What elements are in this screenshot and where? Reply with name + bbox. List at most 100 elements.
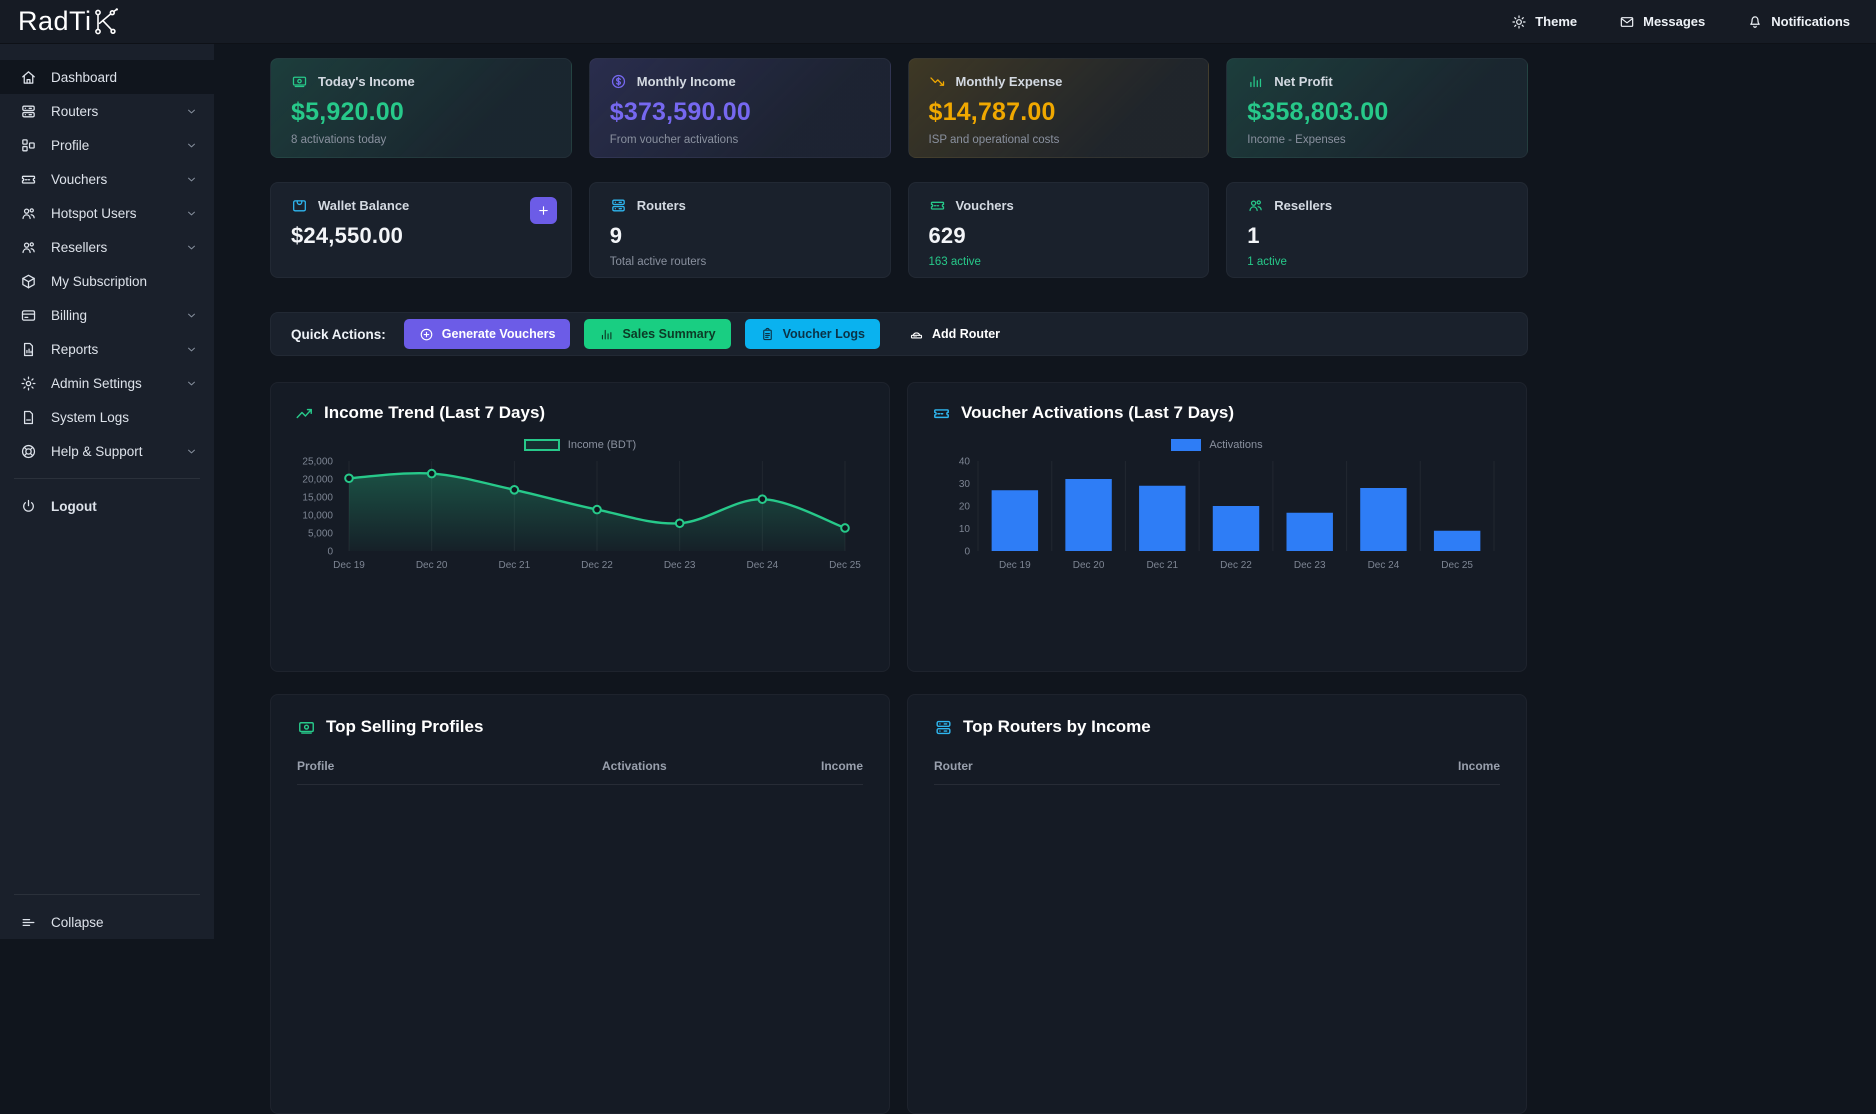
ticket-icon (929, 197, 946, 214)
quick-action-label: Voucher Logs (783, 327, 865, 341)
summary-card-title: Resellers (1274, 198, 1332, 213)
chart-legend[interactable]: Income (BDT) (295, 439, 865, 451)
sidebar-item-label: Resellers (51, 240, 107, 255)
table-column-income: Income (1458, 759, 1500, 773)
summary-card-value: 9 (610, 223, 870, 249)
svg-text:Dec 21: Dec 21 (1146, 560, 1178, 571)
sidebar-item-dashboard[interactable]: Dashboard (0, 60, 214, 94)
chart-legend[interactable]: Activations (932, 439, 1502, 451)
sidebar-item-label: Routers (51, 104, 98, 119)
chevron-down-icon (185, 105, 198, 118)
legend-label: Activations (1209, 439, 1262, 451)
svg-text:Dec 22: Dec 22 (581, 560, 613, 571)
sidebar-item-label: Profile (51, 138, 89, 153)
sidebar-collapse-button[interactable]: Collapse (0, 905, 214, 939)
svg-text:0: 0 (327, 547, 333, 558)
plus-icon (536, 203, 551, 218)
summary-card-subtitle: 1 active (1247, 256, 1507, 268)
sidebar-item-reports[interactable]: Reports (0, 332, 214, 366)
users-icon (20, 205, 37, 222)
theme-button[interactable]: Theme (1511, 14, 1577, 30)
sales-summary-button[interactable]: Sales Summary (584, 319, 730, 349)
wallet-topup-button[interactable] (530, 197, 557, 224)
summary-card-title: Wallet Balance (318, 198, 409, 213)
stat-card-value: $358,803.00 (1247, 98, 1507, 127)
sidebar-bottom: Collapse (0, 884, 214, 939)
chevron-down-icon (185, 139, 198, 152)
sidebar-item-admin-settings[interactable]: Admin Settings (0, 366, 214, 400)
logo-k-network-icon (93, 7, 120, 37)
gear-icon (20, 375, 37, 392)
chart-title-text: Voucher Activations (Last 7 Days) (961, 403, 1234, 423)
svg-text:Dec 20: Dec 20 (1073, 560, 1105, 571)
summary-card-header: Vouchers (929, 197, 1189, 214)
generate-vouchers-button[interactable]: Generate Vouchers (404, 319, 571, 349)
stat-card-monthly-expense: Monthly Expense $14,787.00 ISP and operati… (908, 58, 1210, 158)
sidebar-item-label: Reports (51, 342, 98, 357)
sidebar-item-resellers[interactable]: Resellers (0, 230, 214, 264)
stat-card-title: Today's Income (318, 74, 415, 89)
app-logo-text: RadTi (18, 6, 92, 37)
sidebar-item-label: Dashboard (51, 70, 117, 85)
ticket-icon (20, 171, 37, 188)
chart-title: Voucher Activations (Last 7 Days) (932, 403, 1502, 423)
sidebar-item-hotspot-users[interactable]: Hotspot Users (0, 196, 214, 230)
svg-text:25,000: 25,000 (302, 457, 333, 468)
summary-card-value: 629 (929, 223, 1189, 249)
chevron-down-icon (185, 173, 198, 186)
sidebar-item-label: Admin Settings (51, 376, 142, 391)
legend-label: Income (BDT) (568, 439, 636, 451)
svg-text:Dec 24: Dec 24 (746, 560, 778, 571)
table-title-text: Top Selling Profiles (326, 717, 483, 737)
sidebar-item-billing[interactable]: Billing (0, 298, 214, 332)
chevron-down-icon (185, 445, 198, 458)
messages-button[interactable]: Messages (1619, 14, 1705, 30)
add-router-button[interactable]: Add Router (894, 319, 1015, 349)
sidebar-item-profile[interactable]: Profile (0, 128, 214, 162)
sidebar-item-system-logs[interactable]: System Logs (0, 400, 214, 434)
summary-card-vouchers: Vouchers 629 163 active (908, 182, 1210, 278)
quick-action-label: Generate Vouchers (442, 327, 556, 341)
notifications-button[interactable]: Notifications (1747, 14, 1850, 30)
theme-label: Theme (1535, 14, 1577, 29)
bar-chart-icon (1247, 73, 1264, 90)
sidebar-logout-button[interactable]: Logout (0, 489, 214, 523)
svg-text:Dec 25: Dec 25 (1441, 560, 1473, 571)
svg-text:0: 0 (964, 547, 970, 558)
sidebar-item-vouchers[interactable]: Vouchers (0, 162, 214, 196)
table-column-profile: Profile (297, 759, 602, 773)
router-icon (909, 327, 924, 342)
stat-card-title: Monthly Income (637, 74, 736, 89)
cash-icon (297, 718, 316, 737)
stat-card-header: Today's Income (291, 73, 551, 90)
sidebar-item-my-subscription[interactable]: My Subscription (0, 264, 214, 298)
stat-card-value: $14,787.00 (929, 98, 1189, 127)
svg-text:30: 30 (959, 479, 971, 490)
sidebar-item-routers[interactable]: Routers (0, 94, 214, 128)
svg-text:10: 10 (959, 524, 971, 535)
sidebar-item-help-support[interactable]: Help & Support (0, 434, 214, 468)
users-icon (20, 239, 37, 256)
voucher-icon (932, 404, 951, 423)
stat-card-subtitle: ISP and operational costs (929, 134, 1189, 146)
stat-card-subtitle: 8 activations today (291, 134, 551, 146)
summary-card-header: Resellers (1247, 197, 1507, 214)
stat-card-header: Monthly Expense (929, 73, 1189, 90)
trend-down-icon (929, 73, 946, 90)
summary-card-header: Wallet Balance (291, 197, 551, 214)
summary-card-subtitle: 163 active (929, 256, 1189, 268)
file-icon (20, 409, 37, 426)
legend-swatch (1171, 439, 1201, 451)
voucher-logs-button[interactable]: Voucher Logs (745, 319, 880, 349)
envelope-icon (1619, 14, 1635, 30)
